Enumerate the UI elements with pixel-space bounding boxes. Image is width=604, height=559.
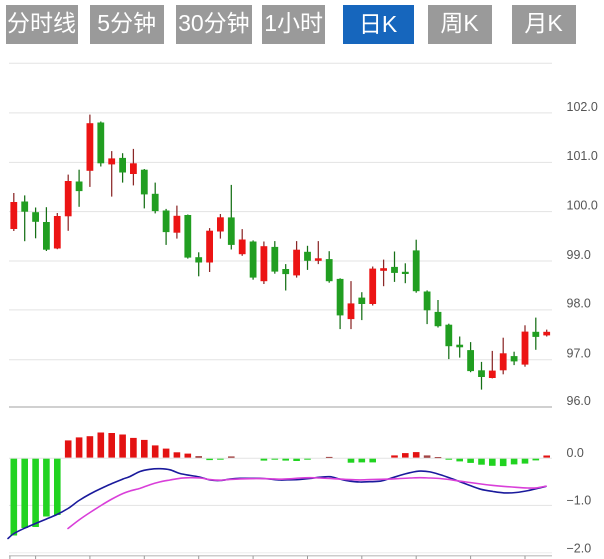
svg-text:102.0: 102.0	[567, 100, 598, 114]
svg-text:98.0: 98.0	[567, 297, 591, 311]
svg-text:101.0: 101.0	[567, 149, 598, 163]
svg-text:0.0: 0.0	[567, 446, 584, 460]
svg-text:96.0: 96.0	[567, 394, 591, 408]
svg-text:97.0: 97.0	[567, 347, 591, 361]
svg-text:−2.0: −2.0	[567, 542, 592, 556]
svg-text:100.0: 100.0	[567, 199, 598, 213]
svg-text:99.0: 99.0	[567, 248, 591, 262]
svg-text:−1.0: −1.0	[567, 493, 592, 507]
